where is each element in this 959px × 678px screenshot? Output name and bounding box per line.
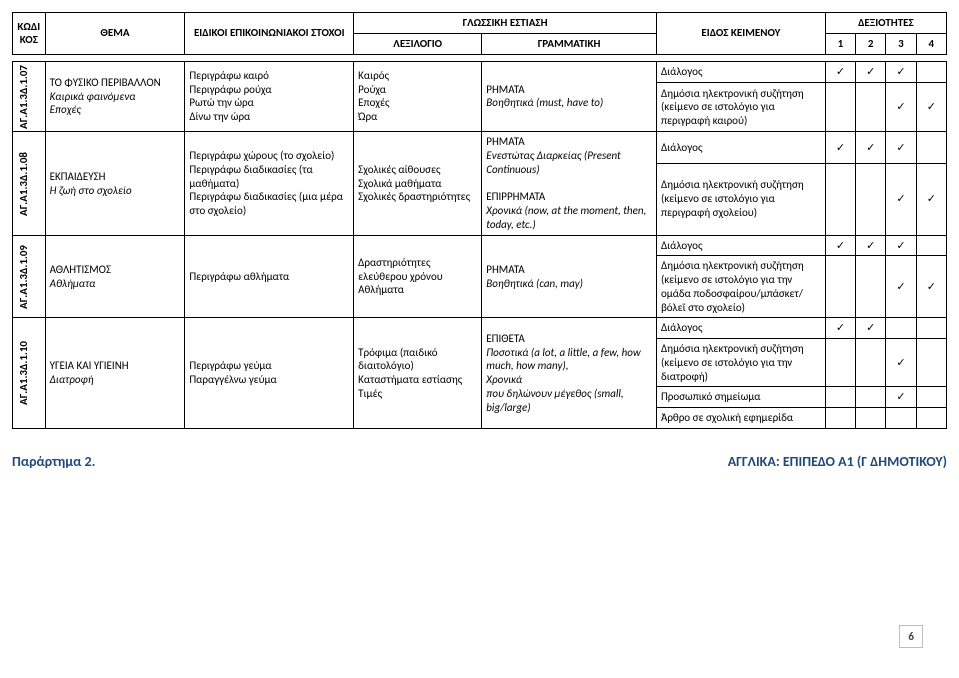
c-08-1-4 xyxy=(916,132,946,163)
c-08-1-1: ✓ xyxy=(825,132,855,163)
c-08-1-2: ✓ xyxy=(856,132,886,163)
code-10: ΑΓ.Α1.3Δ.1.10 xyxy=(13,318,46,429)
row-10-a: ΑΓ.Α1.3Δ.1.10 ΥΓΕΙΑ ΚΑΙ ΥΓΙΕΙΝΗ Διατροφή… xyxy=(13,318,947,339)
obj-08: Περιγράφω χώρους (το σχολείο) Περιγράφω … xyxy=(185,132,354,235)
lex-09: Δραστηριότητες ελεύθερου χρόνου Αθλήματα xyxy=(354,235,482,318)
theme-07: ΤΟ ΦΥΣΙΚΟ ΠΕΡΙΒΑΛΛΟΝ Καιρικά φαινόμενα Ε… xyxy=(45,61,185,132)
obj-09: Περιγράφω αθλήματα xyxy=(185,235,354,318)
row-08-a: ΑΓ.Α1.3Δ.1.08 ΕΚΠΑΙΔΕΥΣΗ Η ζωή στο σχολε… xyxy=(13,132,947,163)
hdr-lex: ΛΕΞΙΛΟΓΙΟ xyxy=(354,33,482,54)
hdr-s2: 2 xyxy=(856,33,886,54)
code-07: ΑΓ.Α1.3Δ.1.07 xyxy=(13,61,46,132)
c-10-2-2 xyxy=(856,339,886,387)
c-09-2-2 xyxy=(856,256,886,318)
c-10-3-4 xyxy=(916,387,946,408)
hdr-s3: 3 xyxy=(886,33,916,54)
c-10-4-3 xyxy=(886,408,916,429)
type-10-4: Άρθρο σε σχολική εφημερίδα xyxy=(656,408,825,429)
hdr-code: ΚΩΔΙ ΚΟΣ xyxy=(13,13,46,55)
gram-08: ΡΗΜΑΤΑ Ενεστώτας Διαρκείας (Present Cont… xyxy=(482,132,657,235)
type-09-1: Διάλογος xyxy=(656,235,825,256)
hdr-objectives: ΕΙΔΙΚΟΙ ΕΠΙΚΟΙΝΩΝΙΑΚΟΙ ΣΤΟΧΟΙ xyxy=(185,13,354,55)
c-10-3-2 xyxy=(856,387,886,408)
gram-09: ΡΗΜΑΤΑ Βοηθητικά (can, may) xyxy=(482,235,657,318)
c-08-1-3: ✓ xyxy=(886,132,916,163)
c-10-1-3 xyxy=(886,318,916,339)
c-09-1-2: ✓ xyxy=(856,235,886,256)
lex-10: Τρόφιμα (παιδικό διαιτολόγιο) Καταστήματ… xyxy=(354,318,482,429)
c-07-2-1 xyxy=(825,82,855,132)
obj-10: Περιγράφω γεύμα Παραγγέλνω γεύμα xyxy=(185,318,354,429)
c-07-1-4 xyxy=(916,61,946,82)
spacer-row xyxy=(13,54,947,61)
hdr-skills: ΔΕΞΙΟΤΗΤΕΣ xyxy=(825,13,946,34)
hdr-s1: 1 xyxy=(825,33,855,54)
c-08-2-1 xyxy=(825,163,855,235)
gram-07: ΡΗΜΑΤΑ Βοηθητικά (must, have to) xyxy=(482,61,657,132)
c-10-3-3: ✓ xyxy=(886,387,916,408)
c-07-1-3: ✓ xyxy=(886,61,916,82)
lex-08: Σχολικές αίθουσες Σχολικά μαθήματα Σχολι… xyxy=(354,132,482,235)
c-09-1-4 xyxy=(916,235,946,256)
c-09-1-3: ✓ xyxy=(886,235,916,256)
c-08-2-4: ✓ xyxy=(916,163,946,235)
c-07-1-1: ✓ xyxy=(825,61,855,82)
c-07-2-2 xyxy=(856,82,886,132)
type-09-2: Δημόσια ηλεκτρονική συζήτηση (κείμενο σε… xyxy=(656,256,825,318)
theme-08: ΕΚΠΑΙΔΕΥΣΗ Η ζωή στο σχολείο xyxy=(45,132,185,235)
type-08-1: Διάλογος xyxy=(656,132,825,163)
gram-10: ΕΠΙΘΕΤΑ Ποσοτικά (a lot, a little, a few… xyxy=(482,318,657,429)
c-07-2-3: ✓ xyxy=(886,82,916,132)
type-10-3: Προσωπικό σημείωμα xyxy=(656,387,825,408)
lex-07: Καιρός Ρούχα Εποχές Ώρα xyxy=(354,61,482,132)
header-row-1: ΚΩΔΙ ΚΟΣ ΘΕΜΑ ΕΙΔΙΚΟΙ ΕΠΙΚΟΙΝΩΝΙΑΚΟΙ ΣΤΟ… xyxy=(13,13,947,34)
theme-09: ΑΘΛΗΤΙΣΜΟΣ Αθλήματα xyxy=(45,235,185,318)
c-10-1-4 xyxy=(916,318,946,339)
c-09-2-4: ✓ xyxy=(916,256,946,318)
obj-07: Περιγράφω καιρό Περιγράφω ρούχα Ρωτώ την… xyxy=(185,61,354,132)
footer-left: Παράρτημα 2. xyxy=(12,453,95,470)
code-09: ΑΓ.Α1.3Δ.1.09 xyxy=(13,235,46,318)
c-10-4-2 xyxy=(856,408,886,429)
c-08-2-2 xyxy=(856,163,886,235)
code-08: ΑΓ.Α1.3Δ.1.08 xyxy=(13,132,46,235)
type-08-2: Δημόσια ηλεκτρονική συζήτηση (κείμενο σε… xyxy=(656,163,825,235)
c-10-2-4 xyxy=(916,339,946,387)
c-10-2-3: ✓ xyxy=(886,339,916,387)
type-07-1: Διάλογος xyxy=(656,61,825,82)
c-09-2-3: ✓ xyxy=(886,256,916,318)
hdr-texttype: ΕΙΔΟΣ ΚΕΙΜΕΝΟΥ xyxy=(656,13,825,55)
c-10-2-1 xyxy=(825,339,855,387)
row-07-a: ΑΓ.Α1.3Δ.1.07 ΤΟ ΦΥΣΙΚΟ ΠΕΡΙΒΑΛΛΟΝ Καιρι… xyxy=(13,61,947,82)
page-number: 6 xyxy=(899,625,923,648)
type-10-2: Δημόσια ηλεκτρονική συζήτηση (κείμενο σε… xyxy=(656,339,825,387)
hdr-theme: ΘΕΜΑ xyxy=(45,13,185,55)
hdr-s4: 4 xyxy=(916,33,946,54)
c-10-1-2: ✓ xyxy=(856,318,886,339)
c-10-4-4 xyxy=(916,408,946,429)
c-07-2-4: ✓ xyxy=(916,82,946,132)
page-footer: Παράρτημα 2. ΑΓΓΛΙΚΑ: ΕΠΙΠΕΔΟ Α1 (Γ ΔΗΜΟ… xyxy=(12,453,947,470)
c-10-1-1: ✓ xyxy=(825,318,855,339)
c-10-3-1 xyxy=(825,387,855,408)
c-08-2-3: ✓ xyxy=(886,163,916,235)
curriculum-table: ΚΩΔΙ ΚΟΣ ΘΕΜΑ ΕΙΔΙΚΟΙ ΕΠΙΚΟΙΝΩΝΙΑΚΟΙ ΣΤΟ… xyxy=(12,12,947,429)
footer-right: ΑΓΓΛΙΚΑ: ΕΠΙΠΕΔΟ Α1 (Γ ΔΗΜΟΤΙΚΟΥ) xyxy=(728,453,947,470)
hdr-gram: ΓΡΑΜΜΑΤΙΚΗ xyxy=(482,33,657,54)
c-09-1-1: ✓ xyxy=(825,235,855,256)
c-09-2-1 xyxy=(825,256,855,318)
c-07-1-2: ✓ xyxy=(856,61,886,82)
type-10-1: Διάλογος xyxy=(656,318,825,339)
type-07-2: Δημόσια ηλεκτρονική συζήτηση (κείμενο σε… xyxy=(656,82,825,132)
row-09-a: ΑΓ.Α1.3Δ.1.09 ΑΘΛΗΤΙΣΜΟΣ Αθλήματα Περιγρ… xyxy=(13,235,947,256)
hdr-focus: ΓΛΩΣΣΙΚΗ ΕΣΤΙΑΣΗ xyxy=(354,13,657,34)
c-10-4-1 xyxy=(825,408,855,429)
theme-10: ΥΓΕΙΑ ΚΑΙ ΥΓΙΕΙΝΗ Διατροφή xyxy=(45,318,185,429)
